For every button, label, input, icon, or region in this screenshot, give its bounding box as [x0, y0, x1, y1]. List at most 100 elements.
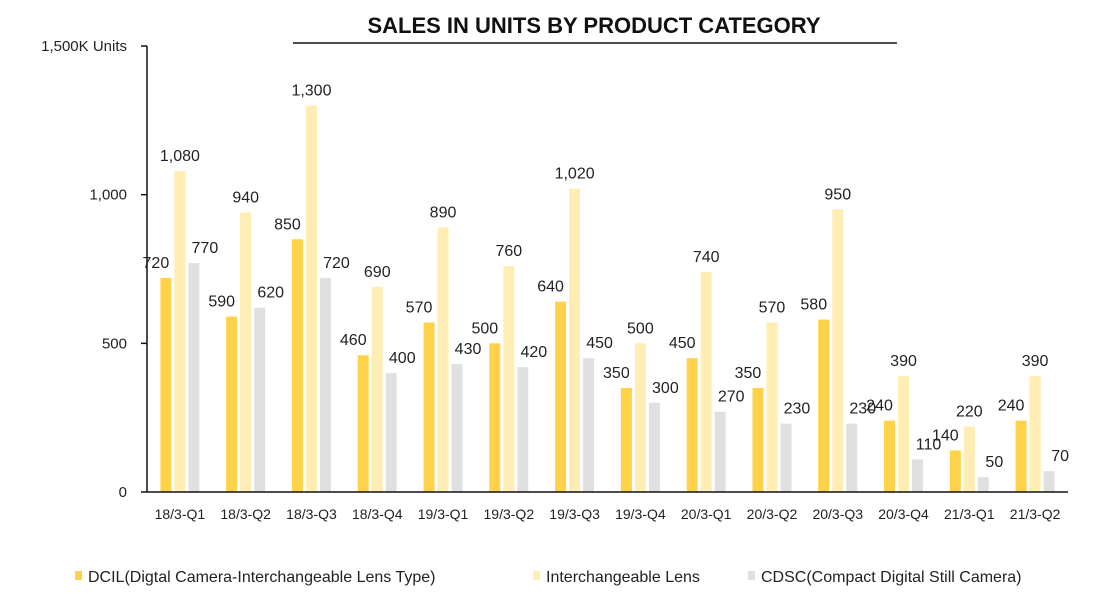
data-label: 240	[998, 398, 1025, 415]
bar	[451, 364, 463, 492]
bar	[700, 271, 712, 492]
bar	[517, 367, 529, 492]
y-tick-label: 0	[119, 484, 127, 501]
data-label: 640	[537, 279, 564, 296]
bar	[634, 343, 646, 492]
y-tick-label: 500	[102, 335, 127, 352]
bar	[949, 450, 961, 492]
data-label: 230	[784, 401, 811, 418]
y-tick-label: 1,500K Units	[41, 38, 127, 55]
data-label: 400	[389, 350, 416, 367]
x-axis: 18/3-Q1 18/3-Q2 18/3-Q3 18/3-Q4 19/3-Q1 19/3-…	[147, 491, 1068, 522]
data-label: 690	[364, 264, 391, 281]
legend-label: CDSC(Compact Digital Still Camera)	[761, 569, 1022, 586]
data-label: 230	[849, 401, 876, 418]
bar	[766, 322, 778, 492]
data-label: 70	[1051, 448, 1069, 465]
bar	[569, 188, 581, 492]
data-label: 300	[652, 380, 679, 397]
data-label: 110	[916, 436, 942, 453]
bar	[188, 263, 200, 492]
bar	[489, 343, 501, 492]
data-label: 1,020	[555, 166, 595, 183]
x-tick-label: 20/3-Q3	[812, 506, 863, 522]
legend-swatch	[75, 571, 82, 580]
data-label: 500	[471, 320, 498, 337]
bar	[686, 358, 698, 492]
bar	[160, 277, 172, 492]
x-tick-label: 20/3-Q4	[878, 506, 929, 522]
data-label: 460	[340, 332, 367, 349]
legend-label: DCIL(Digtal Camera-Interchangeable Lens …	[88, 569, 435, 586]
x-tick-label: 19/3-Q3	[549, 506, 600, 522]
bar	[357, 355, 369, 492]
bar	[648, 402, 660, 492]
data-label: 590	[208, 294, 235, 311]
bar	[437, 227, 449, 492]
data-label: 580	[800, 297, 827, 314]
bar	[385, 373, 397, 492]
data-label: 770	[192, 240, 219, 257]
data-label: 850	[274, 216, 301, 233]
bar	[423, 322, 435, 492]
bar	[912, 459, 924, 492]
legend: DCIL(Digtal Camera-Interchangeable Lens …	[75, 569, 1022, 586]
bar	[1043, 471, 1055, 492]
legend-swatch	[533, 571, 540, 580]
data-label: 720	[323, 255, 350, 272]
data-label: 240	[866, 398, 893, 415]
bar	[555, 301, 567, 492]
x-tick-label: 19/3-Q2	[484, 506, 535, 522]
data-label: 940	[232, 190, 259, 207]
chart-title: SALES IN UNITS BY PRODUCT CATEGORY	[367, 13, 820, 38]
x-tick-label: 20/3-Q2	[747, 506, 798, 522]
x-tick-label: 18/3-Q3	[286, 506, 337, 522]
y-tick-label: 1,000	[89, 187, 127, 204]
x-tick-label: 19/3-Q4	[615, 506, 666, 522]
bar	[1029, 376, 1041, 492]
bar	[371, 286, 383, 492]
data-label: 570	[406, 300, 433, 317]
data-label: 420	[520, 344, 547, 361]
data-label: 220	[956, 404, 983, 421]
data-label: 950	[824, 187, 851, 204]
data-label: 350	[735, 365, 762, 382]
x-tick-label: 20/3-Q1	[681, 506, 732, 522]
x-tick-label: 18/3-Q1	[155, 506, 206, 522]
bar	[884, 420, 896, 492]
bars-group: 720 1,080 770 590 940 620 850 1,300 720 460 690 400…	[143, 82, 1069, 493]
x-tick-label: 19/3-Q1	[418, 506, 469, 522]
bar	[780, 423, 792, 492]
data-label: 500	[627, 320, 654, 337]
bar	[714, 411, 726, 492]
data-label: 1,080	[160, 148, 200, 165]
bar	[240, 212, 252, 493]
data-label: 430	[455, 341, 482, 358]
x-tick-label: 18/3-Q4	[352, 506, 403, 522]
y-axis: 0 500 1,000 1,500K Units	[41, 38, 148, 501]
data-label: 740	[693, 249, 720, 266]
data-label: 570	[759, 300, 786, 317]
bar	[291, 239, 303, 492]
bar	[503, 266, 515, 492]
bar	[254, 307, 266, 492]
bar	[174, 170, 186, 492]
bar	[898, 376, 910, 492]
bar	[305, 105, 317, 492]
bar	[818, 319, 830, 492]
data-label: 450	[669, 335, 696, 352]
x-tick-label: 21/3-Q2	[1010, 506, 1061, 522]
bar	[832, 209, 844, 493]
data-label: 620	[257, 285, 284, 302]
data-label: 760	[495, 243, 522, 260]
bar	[226, 316, 238, 492]
bar	[583, 358, 595, 492]
data-label: 720	[143, 255, 170, 272]
x-tick-label: 18/3-Q2	[220, 506, 271, 522]
data-label: 450	[586, 335, 613, 352]
bar	[846, 423, 858, 492]
x-tick-label: 21/3-Q1	[944, 506, 995, 522]
data-label: 890	[430, 204, 457, 221]
